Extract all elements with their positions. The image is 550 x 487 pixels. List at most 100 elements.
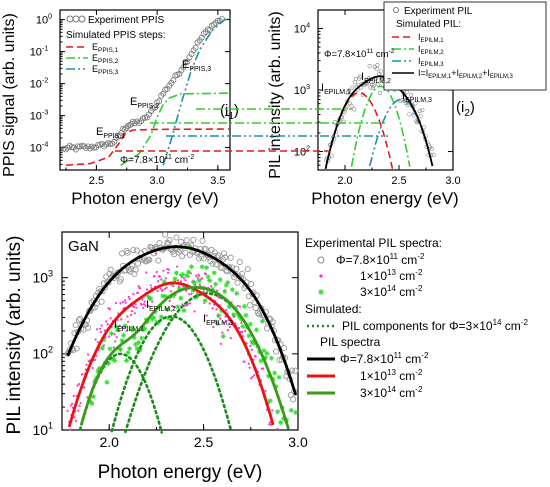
exp-point-1e13 [164,277,167,280]
exp-point-3e14 [222,289,228,295]
exp-point-7.8e11 [124,249,131,256]
pil-point [358,74,363,79]
exp-point-3e14 [276,374,282,380]
exp-point-1e13 [153,275,156,278]
exp-point-1e13 [74,419,78,423]
exp-point-3e14 [178,295,184,301]
panel-i1-annot-e2: EPPIS,2 [130,96,159,110]
ppis-point [103,141,110,148]
exp-point-1e13 [99,327,102,330]
exp-point-3e14 [217,277,223,283]
pil-point [408,92,414,97]
legend-step-label: EPPIS,3 [92,64,119,76]
exp-point-1e13 [219,342,223,345]
exp-point-3e14 [240,324,246,330]
y-tick-label: 102 [32,344,53,361]
exp-point-1e13 [250,348,254,351]
ppis-step-line [162,17,231,166]
panel-i2-legend-components: IEPILM,1IEPILM,2IEPILM,3I=IEPILM,1+IEPIL… [392,32,514,80]
exp-point-3e14 [199,264,205,270]
exp-point-7.8e11 [239,270,246,277]
exp-point-1e13 [102,344,106,347]
exp-point-1e13 [215,308,218,311]
exp-point-1e13 [167,268,170,271]
exp-point-1e13 [264,389,267,393]
exp-point-3e14 [207,278,213,284]
exp-point-7.8e11 [246,302,254,309]
exp-point-3e14 [163,293,169,299]
pil-sum-line [324,75,434,169]
exp-point-3e14 [115,327,121,333]
y-tick-base: 10 [294,85,306,97]
exp-point-1e13 [197,274,201,277]
exp-point-1e13 [130,313,133,316]
y-tick-exp: -4 [42,141,48,149]
exp-point-1e13 [72,394,75,398]
exp-point-1e13 [135,306,138,309]
panel-i1-legend: Experiment PPIS Simulated PPIS steps: EP… [66,15,166,76]
exp-point-7.8e11 [234,279,241,286]
legend-spectra-label: Φ=7.8×1011 cm-2 [340,351,429,366]
exp-point-1e13 [80,373,84,376]
x-tick-label: 3.0 [445,175,460,187]
panel-i2-ylabel: PIL intensity (arb. units) [267,11,284,178]
panel-i1-xlabel: Photon energy (eV) [71,189,218,208]
exp-point-1e13 [143,300,146,303]
x-tick-label: 2.0 [99,434,119,450]
exp-point-1e13 [193,310,196,313]
panel-i2-xlabel: Photon energy (eV) [311,189,458,208]
exp-point-1e13 [173,305,176,309]
legend-marker-star [318,289,324,295]
exp-point-1e13 [73,416,76,419]
exp-point-3e14 [267,398,273,404]
exp-point-1e13 [206,290,209,293]
exp-point-1e13 [212,326,215,329]
main-legend-experimental: Φ=7.8×1011 cm-21×1013 cm-23×1014 cm-2 [317,252,425,299]
exp-point-1e13 [188,302,192,305]
exp-point-7.8e11 [75,317,83,324]
exp-point-3e14 [223,282,229,288]
ppis-point [146,111,153,118]
exp-point-1e13 [95,354,98,357]
exp-point-1e13 [114,301,118,305]
exp-point-7.8e11 [77,315,84,322]
exp-point-3e14 [185,269,191,275]
exp-point-1e13 [91,366,94,370]
y-tick-exp: 2 [306,144,310,152]
exp-point-7.8e11 [146,256,153,263]
exp-point-1e13 [125,329,128,332]
exp-point-3e14 [213,281,219,287]
exp-point-7.8e11 [103,273,110,280]
exp-point-1e13 [210,285,213,288]
pil-point [413,101,418,106]
ppis-point [192,44,199,51]
legend-experimental-label: 3×1014 cm-2 [360,284,423,299]
legend-marker-dot [319,274,323,278]
exp-point-7.8e11 [233,265,240,272]
exp-point-7.8e11 [173,234,180,241]
fit-7.8e11 [66,245,298,396]
exp-point-3e14 [266,373,272,379]
pil-point [404,89,409,95]
exp-point-7.8e11 [292,367,299,374]
y-tick-base: 10 [36,14,48,26]
pil-point [352,80,358,85]
exp-point-3e14 [258,358,264,364]
exp-point-7.8e11 [273,348,280,355]
ppis-point [72,146,79,153]
exp-point-3e14 [211,270,217,276]
panel-i1-legend-experiment: Experiment PPIS [88,15,164,26]
exp-point-3e14 [164,306,170,312]
exp-point-1e13 [83,386,86,389]
exp-point-1e13 [205,314,208,317]
exp-point-3e14 [118,346,124,352]
exp-point-1e13 [78,404,81,408]
exp-point-3e14 [281,415,287,421]
exp-point-1e13 [134,303,137,306]
pil-point [374,67,379,72]
exp-point-1e13 [183,304,186,307]
exp-point-3e14 [105,360,111,366]
exp-point-1e13 [244,329,247,332]
exp-point-1e13 [202,290,205,293]
panel-i1-frame [59,9,231,171]
